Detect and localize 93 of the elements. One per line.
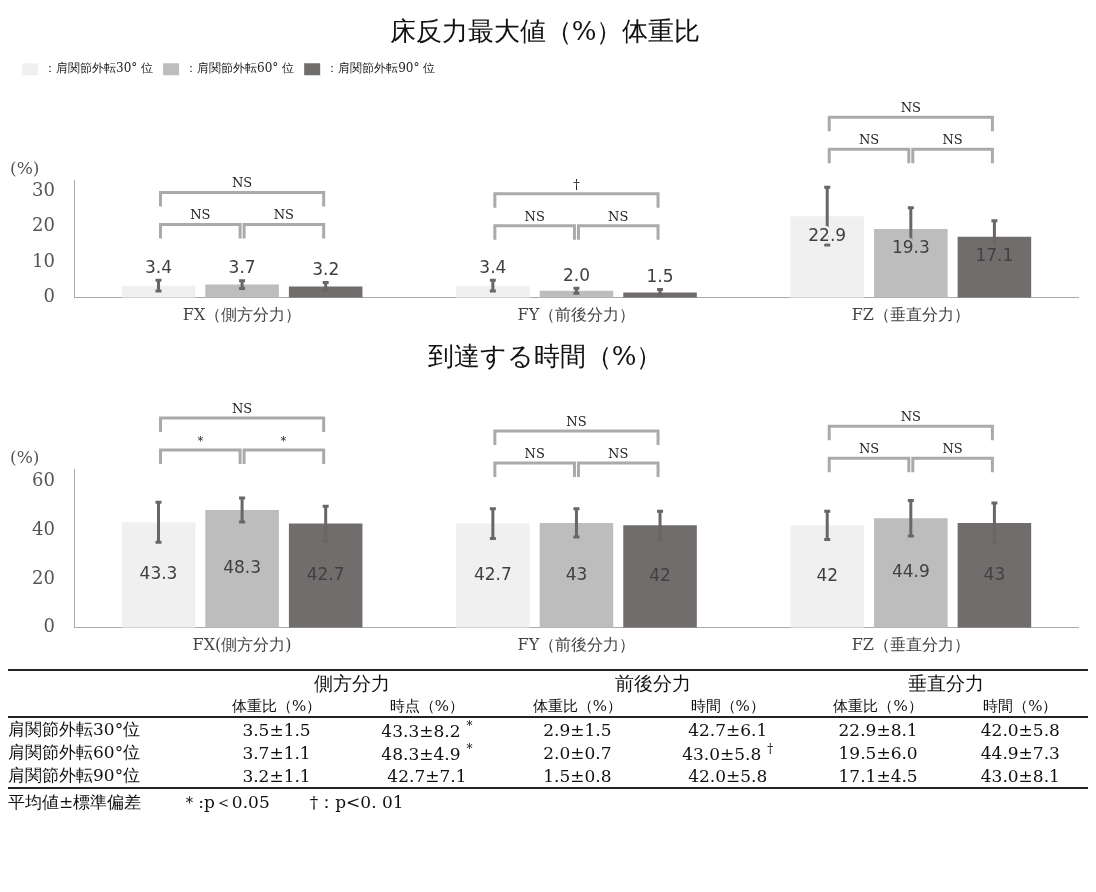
- text: 2.9±1.5: [542, 718, 613, 741]
- data-label: 3.2: [312, 258, 340, 279]
- annotation: NS: [608, 208, 629, 224]
- bar: [539, 522, 614, 628]
- text: 3.5±1.5: [241, 718, 312, 741]
- text: 43.0±5.8: [682, 743, 762, 764]
- text: 42.7±6.1: [687, 718, 769, 741]
- y-tick-label: 40: [32, 517, 55, 539]
- bar: [205, 509, 279, 628]
- x-tick-label: FX（側方分力）: [182, 304, 302, 324]
- text: 42.7±7.1: [386, 764, 468, 788]
- text: NS: [900, 100, 921, 116]
- text: ＊:p＜0.05: [181, 792, 270, 812]
- legend-label: ：肩関節外転60° 位: [185, 61, 295, 76]
- bar: [790, 525, 865, 628]
- text: 肩関節外転60°位: [8, 741, 142, 764]
- text: 42.0±5.8: [979, 718, 1061, 741]
- y-tick-label: 10: [32, 249, 55, 271]
- x-tick-label: FY（前後分力）: [517, 304, 636, 324]
- y-tick-label: 60: [32, 469, 55, 491]
- text: 体重比（%）: [230, 697, 323, 717]
- annotation: NS: [273, 207, 295, 223]
- text: NS: [566, 413, 587, 429]
- text: NS: [900, 409, 921, 425]
- text: 1.5±0.8: [542, 764, 613, 788]
- annotation: NS: [190, 207, 211, 223]
- text: 42.0±5.8: [687, 764, 769, 788]
- x-tick-label: FZ（垂直分力）: [851, 304, 970, 324]
- bar: [456, 523, 530, 628]
- text: 17.1±4.5: [837, 764, 919, 788]
- data-label: 2.0: [562, 264, 590, 285]
- text: ＊: [193, 432, 207, 448]
- text: 肩関節外転30°位: [8, 718, 142, 741]
- text: 体重比（%）: [832, 697, 924, 717]
- text: 前後分力: [614, 671, 693, 696]
- text: 時間（%）: [982, 697, 1059, 717]
- text: NS: [942, 441, 963, 457]
- y-tick-label: 20: [32, 566, 55, 588]
- data-label: 44.9: [891, 561, 930, 582]
- text: NS: [858, 132, 880, 148]
- bar: [874, 518, 948, 628]
- text: 3.7±1.1: [241, 741, 312, 764]
- x-tick-label: FY（前後分力）: [517, 634, 636, 654]
- y-tick-label: 30: [32, 178, 55, 200]
- text: 時点（%）: [388, 697, 466, 717]
- text: 時間（%）: [689, 697, 766, 717]
- x-tick-label: FZ（垂直分力）: [851, 634, 970, 654]
- text: 44.9±7.3: [979, 741, 1061, 764]
- data-label: 3.4: [479, 256, 507, 277]
- text: 3.2±1.1: [241, 764, 312, 788]
- text: 19.5±6.0: [837, 741, 919, 764]
- y-tick-label: 20: [32, 214, 55, 236]
- text: †：p<0. 01: [309, 792, 404, 812]
- data-label: 42: [816, 564, 839, 585]
- legend-label: ：肩関節外転90° 位: [326, 61, 436, 76]
- text: NS: [942, 132, 963, 148]
- text: 体重比（%）: [531, 697, 623, 717]
- data-label: 3.7: [228, 257, 256, 278]
- data-label: 43: [565, 563, 588, 584]
- text: 43.3±8.2: [381, 720, 461, 741]
- data-label: 3.4: [144, 256, 173, 277]
- y-tick-label: 0: [43, 285, 55, 307]
- annotation: †: [573, 176, 581, 192]
- data-label: 48.3: [223, 557, 262, 578]
- text: 48.3±4.9: [381, 743, 461, 764]
- text: 22.9±8.1: [837, 718, 919, 741]
- text: †: [767, 741, 774, 756]
- annotation: NS: [524, 208, 545, 224]
- text: 側方分力: [313, 671, 392, 696]
- x-tick-label: FX(側方分力): [192, 634, 292, 654]
- y-axis-title: (%): [10, 158, 40, 179]
- text: *: [466, 741, 473, 756]
- text: 肩関節外転90°位: [8, 764, 142, 787]
- chart-title: 到達する時間（%）: [427, 341, 663, 372]
- y-tick-label: 0: [43, 615, 55, 637]
- text: 平均値±標準偏差: [8, 792, 142, 812]
- text: NS: [608, 445, 629, 461]
- text: ＊: [277, 432, 291, 448]
- chart-title: 床反力最大値（%）体重比: [389, 16, 701, 47]
- data-label: 43.3: [139, 563, 178, 584]
- text: 43.0±8.1: [979, 764, 1061, 788]
- text: NS: [231, 400, 253, 416]
- data-label: 1.5: [646, 266, 674, 287]
- text: *: [466, 718, 473, 733]
- text: NS: [524, 445, 545, 461]
- data-label: 19.3: [891, 237, 930, 258]
- legend-label: ：肩関節外転30° 位: [44, 61, 154, 76]
- data-label: 42.7: [473, 564, 512, 585]
- annotation: NS: [231, 175, 253, 191]
- y-axis-title: (%): [10, 447, 40, 468]
- text: 垂直分力: [906, 671, 985, 696]
- text: 2.0±0.7: [542, 741, 613, 764]
- text: NS: [858, 441, 880, 457]
